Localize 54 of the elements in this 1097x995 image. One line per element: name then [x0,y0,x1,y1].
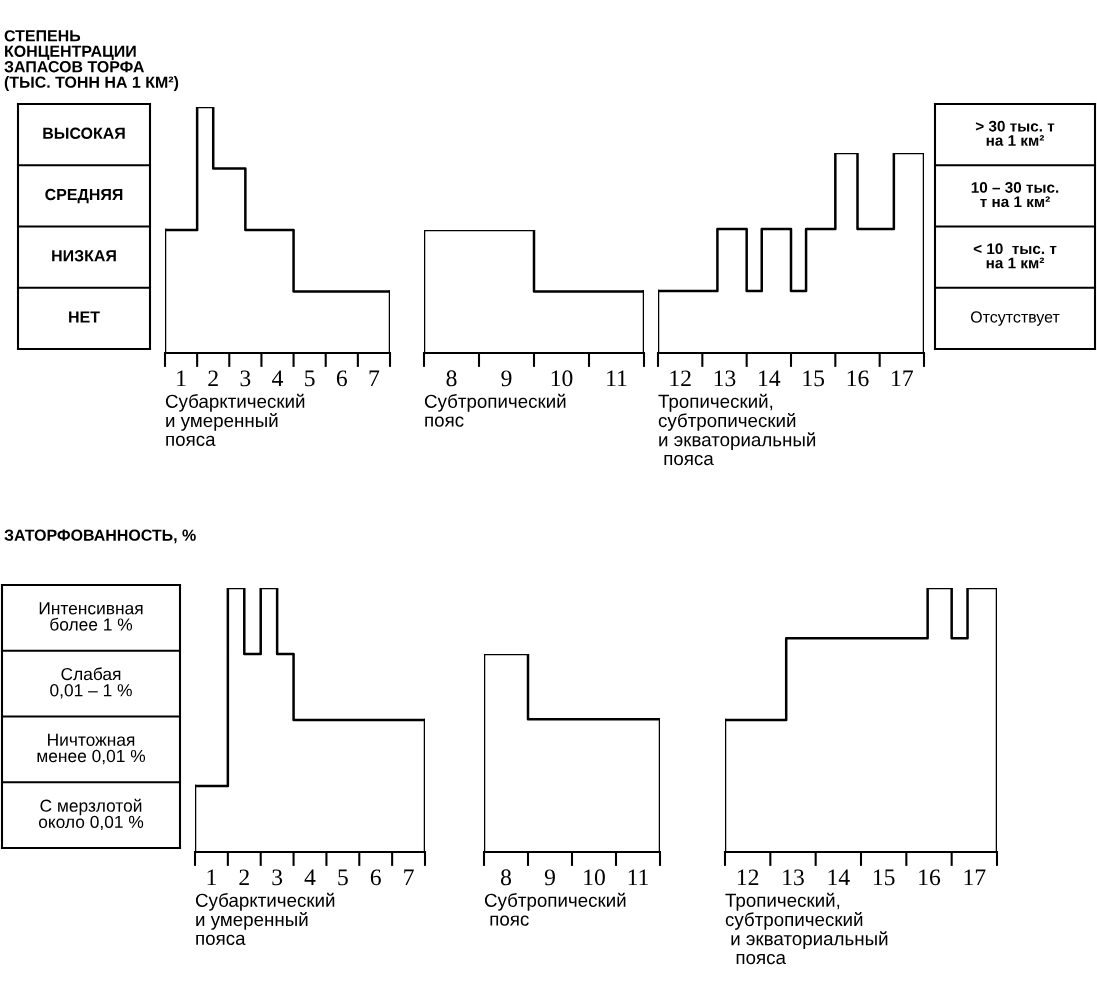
x-tick-label: 16 [919,869,941,886]
text: Интенсивная более 1 % [39,602,143,631]
x-axis-title: Субарктический и умеренный пояса [165,393,305,446]
x-tick-label: 5 [338,869,348,886]
x-tick-label: 6 [370,869,381,886]
text: СРЕДНЯЯ [45,188,123,204]
text: С мерзлотой около 0,01 % [38,798,144,831]
x-tick-label: 9 [501,370,512,387]
x-tick-label: 1 [207,869,216,886]
x-axis-title: Субтропический пояс [484,892,626,926]
x-tick-label: 17 [964,869,986,886]
x-tick-label: 8 [446,370,457,387]
chart-title: СТЕПЕНЬ КОНЦЕНТРАЦИИ ЗАПАСОВ ТОРФА (ТЫС. ТОНН НА 1 КМ²) [4,30,179,91]
x-tick-label: 6 [336,370,347,387]
x-tick-label: 7 [404,869,414,886]
x-tick-label: 3 [240,370,251,387]
x-tick-label: 5 [305,370,315,387]
x-tick-label: 4 [304,869,316,886]
x-tick-label: 9 [544,869,555,886]
text: НЕТ [69,311,100,323]
x-axis-title: Тропический, субтропический и экваториальный пояса [658,393,816,466]
x-tick-label: 11 [628,869,648,886]
x-tick-label: 2 [208,370,218,387]
x-tick-label: 13 [714,370,736,387]
text: ВЫСОКАЯ [43,127,125,139]
x-tick-label: 13 [783,869,804,886]
x-tick-label: 10 [551,370,573,387]
x-tick-label: 7 [369,370,380,387]
text: Отсутствует [970,311,1060,326]
x-tick-label: 12 [737,869,759,886]
x-axis-title: Субарктический и умеренный пояса [195,892,335,945]
x-tick-label: 15 [803,370,825,387]
x-tick-label: 15 [873,869,895,886]
chart-title: ЗАТОРФОВАННОСТЬ, % [4,529,196,544]
x-tick-label: 11 [607,370,627,387]
x-tick-label: 12 [670,370,691,387]
x-tick-label: 14 [759,370,781,387]
text: 10 – 30 тыс. т на 1 км² [971,182,1059,208]
x-tick-label: 17 [892,370,913,387]
x-tick-label: 8 [501,869,511,886]
text: > 30 тыс. т на 1 км² [975,120,1055,146]
x-tick-label: 3 [272,869,283,886]
x-tick-label: 2 [239,869,249,886]
text: < 10 тыс. т на 1 км² [973,243,1057,269]
x-axis-title: Тропический, субтропический и экваториальный пояса [725,892,888,965]
text: НИЗКАЯ [52,250,116,262]
text: Ничтожная менее 0,01 % [37,733,146,765]
text: Слабая 0,01 – 1 % [50,667,132,699]
x-tick-label: 1 [177,370,186,387]
x-tick-label: 10 [584,869,605,886]
x-axis-title: Субтропический пояс [424,393,566,427]
x-tick-label: 4 [272,370,284,387]
x-tick-label: 16 [847,370,869,387]
x-tick-label: 14 [828,869,850,886]
